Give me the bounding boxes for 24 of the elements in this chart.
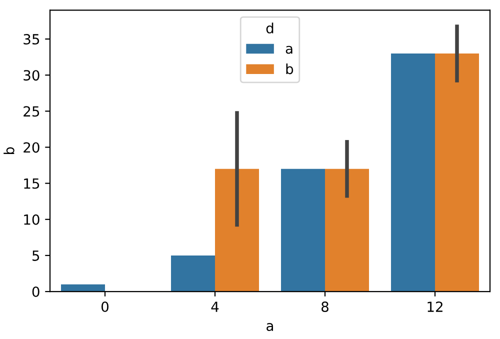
y-tick-label: 25 xyxy=(24,106,40,117)
y-tick-label: 10 xyxy=(24,214,40,225)
bar xyxy=(171,255,215,292)
y-tick-label: 30 xyxy=(24,70,40,81)
x-tick-label: 12 xyxy=(428,302,442,312)
x-axis-title: a xyxy=(266,323,273,332)
legend-title: d xyxy=(266,22,274,34)
y-tick-label: 20 xyxy=(24,142,40,153)
x-tick-label: 8 xyxy=(322,302,328,312)
legend-label: a xyxy=(286,46,292,54)
bar xyxy=(435,53,479,292)
x-tick-label: 0 xyxy=(101,302,108,312)
y-tick-label: 15 xyxy=(24,178,40,189)
bar xyxy=(391,53,435,292)
bar xyxy=(215,168,259,292)
legend-label: b xyxy=(286,63,294,74)
bar xyxy=(61,284,105,292)
bar xyxy=(281,168,325,292)
y-tick-label: 35 xyxy=(24,34,40,45)
y-tick-label: 5 xyxy=(32,250,40,261)
y-tick-label: 0 xyxy=(32,286,40,298)
y-axis-title: b xyxy=(4,147,14,154)
bar xyxy=(325,168,369,292)
x-tick-label: 4 xyxy=(211,302,219,312)
